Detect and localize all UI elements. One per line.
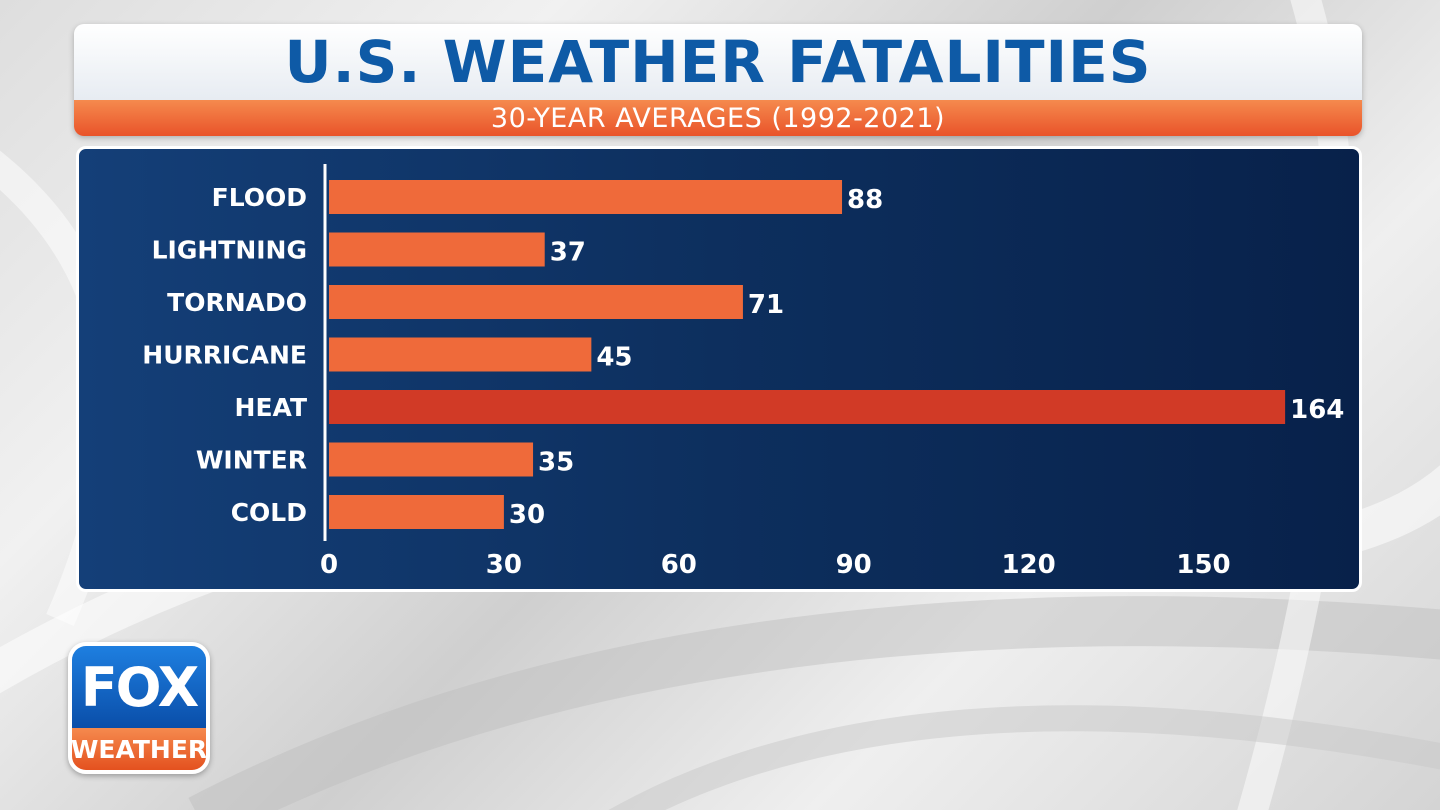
data-label: 37 <box>550 238 586 268</box>
subtitle-bar: 30-YEAR AVERAGES (1992-2021) <box>74 100 1362 136</box>
x-tick-label: 150 <box>1176 550 1230 580</box>
category-label: WINTER <box>196 446 307 475</box>
data-label: 30 <box>509 500 545 530</box>
bar-chart: FLOOD 88 LIGHTNING 37 TORNADO 71 HURRICANE 45 HE… <box>142 164 1344 580</box>
data-label: 164 <box>1290 395 1344 425</box>
category-label: HURRICANE <box>142 341 307 370</box>
x-tick-label: 60 <box>661 550 697 580</box>
bar-lightning <box>329 232 545 267</box>
x-tick-label: 0 <box>320 550 338 580</box>
chart-title: U.S. WEATHER FATALITIES <box>284 28 1152 96</box>
bar-cold <box>329 495 504 529</box>
x-tick-label: 90 <box>836 550 872 580</box>
category-label: COLD <box>231 498 307 527</box>
bar-winter <box>329 442 534 477</box>
bar-flood <box>329 180 843 214</box>
bar-hurricane <box>329 337 592 372</box>
chart-panel: FLOOD 88 LIGHTNING 37 TORNADO 71 HURRICANE 45 HE… <box>76 146 1362 592</box>
bar-tornado <box>329 285 743 319</box>
x-tick-label: 120 <box>1001 550 1055 580</box>
chart-header: U.S. WEATHER FATALITIES 30-YEAR AVERAGES… <box>74 24 1362 136</box>
category-label: FLOOD <box>212 183 307 212</box>
bar-heat <box>329 390 1286 424</box>
fox-weather-logo: FOX WEATHER <box>68 642 210 774</box>
title-bar: U.S. WEATHER FATALITIES <box>74 24 1362 100</box>
logo-weather-text: WEATHER <box>72 728 206 770</box>
data-label: 35 <box>538 448 574 478</box>
category-label: HEAT <box>235 393 307 422</box>
category-label: TORNADO <box>167 288 307 317</box>
logo-fox-text: FOX <box>72 646 206 728</box>
data-label: 45 <box>596 343 632 373</box>
x-tick-label: 30 <box>486 550 522 580</box>
data-label: 71 <box>748 290 784 320</box>
data-label: 88 <box>847 185 883 215</box>
category-label: LIGHTNING <box>152 236 307 265</box>
chart-subtitle: 30-YEAR AVERAGES (1992-2021) <box>490 102 946 134</box>
